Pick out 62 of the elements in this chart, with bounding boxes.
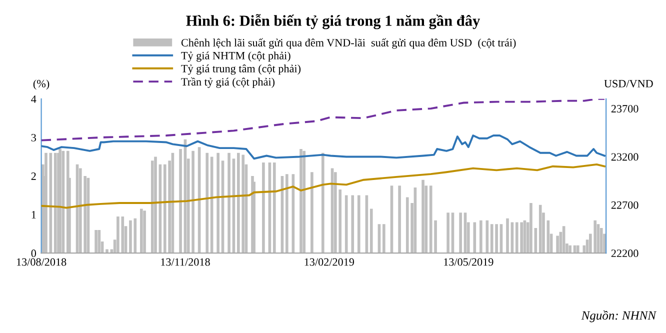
bar <box>422 180 424 254</box>
bar <box>556 236 559 254</box>
bar <box>140 208 143 254</box>
bar <box>446 212 450 254</box>
bar <box>206 152 209 254</box>
bar <box>382 224 386 254</box>
bar <box>351 195 354 254</box>
bar <box>216 152 220 254</box>
bar <box>302 150 306 254</box>
bar <box>300 149 302 254</box>
bar <box>321 152 324 254</box>
bar <box>143 210 146 254</box>
bar <box>600 228 603 254</box>
chart-title: Hình 6: Diễn biến tỷ giá trong 1 năm gần đây <box>186 14 480 30</box>
bar <box>262 162 265 254</box>
y-tick-label: 2 <box>31 172 36 180</box>
text: Nguồn: NHNN <box>581 310 657 322</box>
bar <box>272 162 276 254</box>
line-series <box>41 163 606 209</box>
y2-axis-title: USD/VND <box>604 80 653 88</box>
y-tick-label: 0 <box>31 250 36 258</box>
bar <box>398 186 401 254</box>
bar <box>44 152 48 254</box>
y2-tick-label: 22200 <box>611 250 638 258</box>
y2-tick-label: 23200 <box>611 153 638 161</box>
bar <box>506 218 509 254</box>
bar <box>344 195 348 254</box>
bar <box>459 212 462 254</box>
bar <box>94 230 98 254</box>
bar <box>576 245 580 254</box>
y2-tick-label: 23700 <box>611 105 638 112</box>
bar <box>479 220 482 254</box>
bar <box>473 222 476 254</box>
legend-label: Trần tỷ giá (cột phải) <box>181 77 275 88</box>
bar <box>228 152 230 254</box>
bar <box>434 220 437 254</box>
bar <box>530 202 532 254</box>
bar <box>179 149 182 254</box>
bar <box>286 174 288 254</box>
bar <box>129 220 132 254</box>
line-series <box>41 98 606 142</box>
bar <box>106 249 108 254</box>
x-tick-label: 13/02/2019 <box>304 258 354 266</box>
bar <box>310 172 314 254</box>
x-tick-label: 13/11/2018 <box>161 258 210 266</box>
y-tick-label: 4 <box>31 95 36 103</box>
bar <box>357 195 360 254</box>
x-tick-label: 13/08/2018 <box>16 258 66 266</box>
legend-label: Chênh lệch lãi suất gửi qua đêm VND-lãi suất gửi qua đêm USD (cột trái) <box>181 38 516 49</box>
x-tick-label: 13/05/2019 <box>444 258 494 266</box>
bar <box>568 245 572 254</box>
bar <box>370 208 373 254</box>
legend-label: Tỷ giá NHTM (cột phải) <box>181 52 290 62</box>
bar <box>150 160 154 254</box>
y-axis-title: (%) <box>33 80 50 90</box>
y2-tick-label: 22700 <box>611 201 638 209</box>
y-tick-label: 1 <box>32 211 36 218</box>
legend-label: Tỷ giá trung tâm (cột phải) <box>181 64 301 75</box>
bar <box>538 204 542 254</box>
y-tick-label: 3 <box>31 134 36 142</box>
line-series <box>41 134 606 160</box>
bar <box>154 156 157 254</box>
